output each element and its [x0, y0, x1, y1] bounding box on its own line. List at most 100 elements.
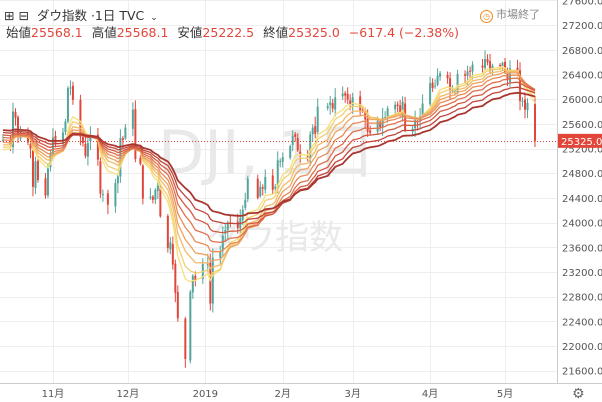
- candle-body: [331, 103, 334, 109]
- candle-body: [101, 194, 104, 196]
- candle-body: [486, 59, 489, 63]
- candle-body: [31, 149, 34, 187]
- candle-body: [156, 185, 159, 191]
- candle-body: [369, 130, 372, 134]
- candle-body: [291, 135, 294, 146]
- candle-body: [106, 193, 109, 205]
- candle-body: [189, 291, 192, 361]
- candle-body: [149, 196, 152, 198]
- expand-icon[interactable]: ⊞: [4, 8, 15, 23]
- low-label: 安値: [177, 25, 203, 40]
- gear-icon[interactable]: ⚙: [572, 386, 585, 402]
- candle-body: [166, 215, 169, 248]
- time-tick-label: 11月: [42, 388, 65, 400]
- market-status-text: 市場終了: [496, 8, 540, 21]
- open-value: 25568.1: [31, 25, 83, 40]
- candle-body: [351, 97, 354, 106]
- price-tick-label: 21600.00: [562, 367, 602, 378]
- change-value: −617.4 (−2.38%): [348, 25, 459, 40]
- candle-body: [46, 168, 49, 196]
- candle-body: [276, 160, 279, 188]
- candle-body: [334, 97, 337, 110]
- price-axis: 21600.00 22000.00 22400.00 22800.00 23200.00…: [562, 0, 602, 378]
- ma-line: [2, 91, 536, 217]
- interval-label[interactable]: ·1日: [90, 8, 116, 23]
- candle-body: [471, 64, 474, 72]
- candle-body: [176, 292, 179, 319]
- candle-body: [191, 275, 194, 293]
- close-value: 25325.0: [288, 25, 340, 40]
- time-tick-label: 5月: [497, 388, 513, 400]
- price-tick-label: 23600.00: [562, 243, 602, 254]
- candle-body: [34, 161, 37, 188]
- candle-body: [219, 251, 222, 259]
- candle-body: [429, 83, 432, 105]
- symbol-name[interactable]: ダウ指数: [36, 8, 87, 23]
- watermark-ticker: DJI, 1日: [158, 118, 376, 188]
- candle-body: [534, 104, 536, 141]
- time-tick-label: 3月: [344, 388, 360, 400]
- price-tick-label: 27600.00: [562, 0, 602, 7]
- candle-body: [211, 257, 214, 304]
- price-tick-label: 27200.00: [562, 21, 602, 32]
- candle-body: [489, 61, 492, 71]
- candle-body: [226, 222, 229, 231]
- candle-body: [346, 93, 349, 100]
- price-tick-label: 22000.00: [562, 342, 602, 353]
- candle-body: [341, 93, 344, 97]
- candle-body: [36, 160, 39, 181]
- candle-body: [289, 146, 292, 158]
- candle-body: [66, 88, 69, 122]
- time-tick-label: 4月: [422, 388, 438, 400]
- market-status: ◷ 市場終了: [480, 6, 540, 23]
- candle-body: [171, 244, 174, 265]
- candle-body: [121, 138, 124, 140]
- collapse-icon[interactable]: ⊟: [18, 8, 29, 23]
- candle-body: [151, 196, 154, 200]
- candle-body: [501, 62, 504, 67]
- last-price-tag: [558, 133, 602, 148]
- candle-body: [236, 221, 239, 229]
- open-label: 始値: [6, 25, 32, 40]
- candle-body: [294, 134, 297, 137]
- candle-body: [464, 74, 467, 76]
- candle-body: [246, 178, 249, 200]
- candle-body: [524, 99, 527, 110]
- chevron-down-icon[interactable]: ⌄: [150, 13, 158, 23]
- candle-body: [124, 127, 127, 139]
- candle-body: [256, 178, 259, 198]
- candle-body: [434, 85, 437, 87]
- candle-body: [446, 74, 449, 79]
- candle-body: [259, 186, 262, 197]
- candle-body: [154, 189, 157, 200]
- candle-body: [344, 93, 347, 96]
- candle-body: [44, 178, 47, 196]
- candle-body: [299, 151, 302, 155]
- candle-body: [261, 187, 264, 189]
- candle-body: [519, 70, 522, 102]
- high-value: 25568.1: [116, 25, 169, 40]
- high-label: 高値: [91, 25, 117, 40]
- candle-body: [49, 153, 52, 168]
- candle-body: [29, 144, 32, 149]
- price-tick-label: 24800.00: [562, 169, 602, 180]
- candle-body: [449, 78, 452, 90]
- candle-body: [114, 183, 117, 207]
- candle-body: [314, 126, 317, 134]
- candle-body: [439, 73, 442, 77]
- candle-body: [396, 104, 399, 106]
- candle-body: [244, 199, 247, 208]
- source-label[interactable]: TVC: [119, 8, 145, 23]
- candle-body: [404, 103, 407, 131]
- candle-body: [469, 70, 472, 72]
- ohlc-legend: 始値25568.1 高値25568.1 安値25222.5 終値25325.0 …: [6, 22, 459, 41]
- candle-body: [16, 117, 19, 138]
- chart-header: ⊞ ⊟ ダウ指数 ·1日 TVC ⌄: [4, 5, 158, 24]
- candle-body: [96, 134, 99, 160]
- price-tick-label: 22800.00: [562, 293, 602, 304]
- price-tick-label: 23200.00: [562, 268, 602, 279]
- candle-body: [281, 157, 284, 162]
- price-tick-label: 25200.00: [562, 145, 602, 156]
- candle-body: [139, 157, 142, 164]
